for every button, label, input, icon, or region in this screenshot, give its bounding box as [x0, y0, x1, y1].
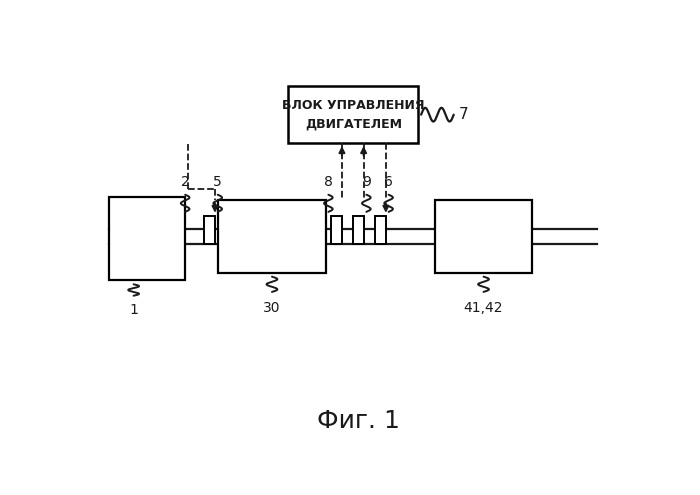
Text: 8: 8 — [324, 175, 332, 189]
Text: 1: 1 — [130, 303, 138, 317]
Text: 30: 30 — [263, 301, 281, 315]
Text: 7: 7 — [459, 107, 469, 122]
FancyBboxPatch shape — [331, 216, 342, 244]
Text: Фиг. 1: Фиг. 1 — [317, 409, 400, 434]
FancyBboxPatch shape — [204, 216, 215, 244]
FancyBboxPatch shape — [353, 216, 363, 244]
Text: 5: 5 — [214, 175, 222, 189]
FancyBboxPatch shape — [435, 200, 533, 273]
Text: 6: 6 — [384, 175, 393, 189]
FancyBboxPatch shape — [375, 216, 386, 244]
FancyBboxPatch shape — [288, 86, 419, 143]
Text: 9: 9 — [362, 175, 371, 189]
FancyBboxPatch shape — [218, 200, 326, 273]
Text: 2: 2 — [181, 175, 190, 189]
FancyBboxPatch shape — [109, 197, 185, 281]
Text: 41,42: 41,42 — [464, 301, 503, 315]
Text: БЛОК УПРАВЛЕНИЯ
ДВИГАТЕЛЕМ: БЛОК УПРАВЛЕНИЯ ДВИГАТЕЛЕМ — [282, 99, 425, 130]
